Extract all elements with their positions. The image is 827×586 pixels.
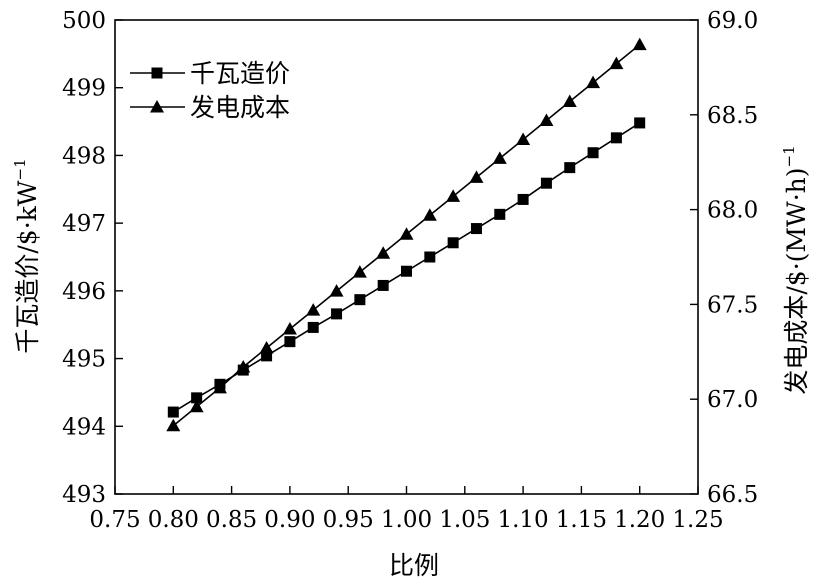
x-tick-label: 0.80 [148, 507, 199, 533]
y-left-tick-label: 497 [62, 211, 106, 237]
triangle-marker [539, 113, 554, 126]
square-marker [401, 265, 412, 277]
triangle-marker [446, 189, 461, 202]
y-right-tick-label: 68.5 [707, 103, 758, 129]
triangle-marker [562, 94, 577, 108]
triangle-marker [236, 359, 251, 373]
triangle-marker [282, 322, 297, 335]
legend-square-marker [151, 67, 163, 79]
triangle-marker [469, 170, 484, 183]
y-left-tick-label: 493 [62, 482, 106, 508]
square-marker [447, 237, 459, 249]
square-marker [167, 406, 179, 418]
x-tick-label: 1.15 [556, 507, 607, 533]
triangle-marker [609, 56, 624, 70]
y-axis-left-title-group: 千瓦造价/$·kW−1 [11, 158, 42, 353]
triangle-marker [329, 284, 344, 297]
square-marker [331, 308, 343, 320]
x-tick-label: 1.20 [614, 507, 665, 533]
y-axis-right-title-superscript: −1 [780, 145, 798, 167]
y-axis-right-title-text: 发电成本/$·(MW·h) [782, 168, 811, 395]
square-marker [307, 321, 319, 333]
y-right-tick-label: 66.5 [707, 482, 758, 508]
x-tick-label: 0.85 [206, 507, 257, 533]
triangle-marker [352, 265, 367, 278]
x-tick-label: 0.90 [264, 507, 315, 533]
triangle-marker [632, 37, 647, 51]
y-right-tick-label: 67.0 [707, 387, 758, 413]
triangle-marker [259, 341, 274, 354]
triangle-marker [166, 418, 181, 432]
y-axis-right-title-group: 发电成本/$·(MW·h)−1 [780, 145, 811, 394]
triangle-marker [212, 380, 227, 394]
square-marker [191, 392, 203, 404]
y-axis-left-title-text: 千瓦造价/$·kW [13, 180, 42, 353]
square-marker [610, 132, 622, 144]
legend-item-generation-cost: 发电成本 [130, 93, 290, 122]
y-left-tick-label: 495 [62, 347, 106, 373]
triangle-marker [376, 246, 391, 259]
square-marker [470, 223, 482, 235]
axes-layer: 0.75 0.80 0.85 0.90 0.95 1.00 1.05 1.10 1.15 1.20… [62, 8, 758, 533]
legend-label: 千瓦造价 [190, 59, 290, 88]
x-axis-title: 比例 [389, 551, 439, 580]
square-marker [377, 279, 389, 291]
square-marker [424, 251, 436, 263]
square-marker [634, 117, 646, 129]
square-marker [284, 336, 296, 348]
y-left-tick-label: 496 [62, 279, 106, 305]
square-marker [354, 294, 366, 306]
square-marker [564, 162, 576, 174]
triangle-marker [586, 75, 601, 89]
square-marker [540, 177, 552, 189]
triangle-marker [516, 132, 531, 145]
y-axis-left-title: 千瓦造价/$·kW−1 [11, 158, 42, 353]
series-layer [166, 37, 647, 432]
square-marker [261, 350, 273, 362]
triangle-marker [306, 303, 321, 316]
y-axis-right-title: 发电成本/$·(MW·h)−1 [780, 145, 811, 394]
y-left-tick-label: 494 [62, 414, 106, 440]
x-tick-label: 0.95 [323, 507, 374, 533]
y-right-tick-label: 69.0 [707, 8, 758, 34]
legend-item-cost-per-kw: 千瓦造价 [130, 59, 290, 88]
series-generation-cost [166, 37, 647, 432]
triangle-marker [422, 208, 437, 221]
x-tick-label: 1.25 [672, 507, 723, 533]
legend-triangle-marker [150, 100, 164, 113]
y-right-tick-label: 67.5 [707, 292, 758, 318]
square-marker [517, 193, 529, 205]
y-axis-left-title-superscript: −1 [11, 158, 29, 180]
triangle-marker [399, 227, 414, 240]
x-tick-label: 1.05 [439, 507, 490, 533]
x-tick-label: 1.10 [497, 507, 548, 533]
x-tick-label: 1.00 [381, 507, 432, 533]
y-left-tick-label: 500 [62, 8, 106, 34]
square-marker [587, 147, 599, 159]
triangle-marker [492, 151, 507, 164]
legend-label: 发电成本 [190, 93, 290, 122]
triangle-marker [189, 399, 204, 413]
square-marker [494, 208, 506, 220]
y-left-tick-label: 499 [62, 76, 106, 102]
y-left-tick-label: 498 [62, 143, 106, 169]
y-right-tick-label: 68.0 [707, 198, 758, 224]
x-tick-label: 0.75 [89, 507, 140, 533]
